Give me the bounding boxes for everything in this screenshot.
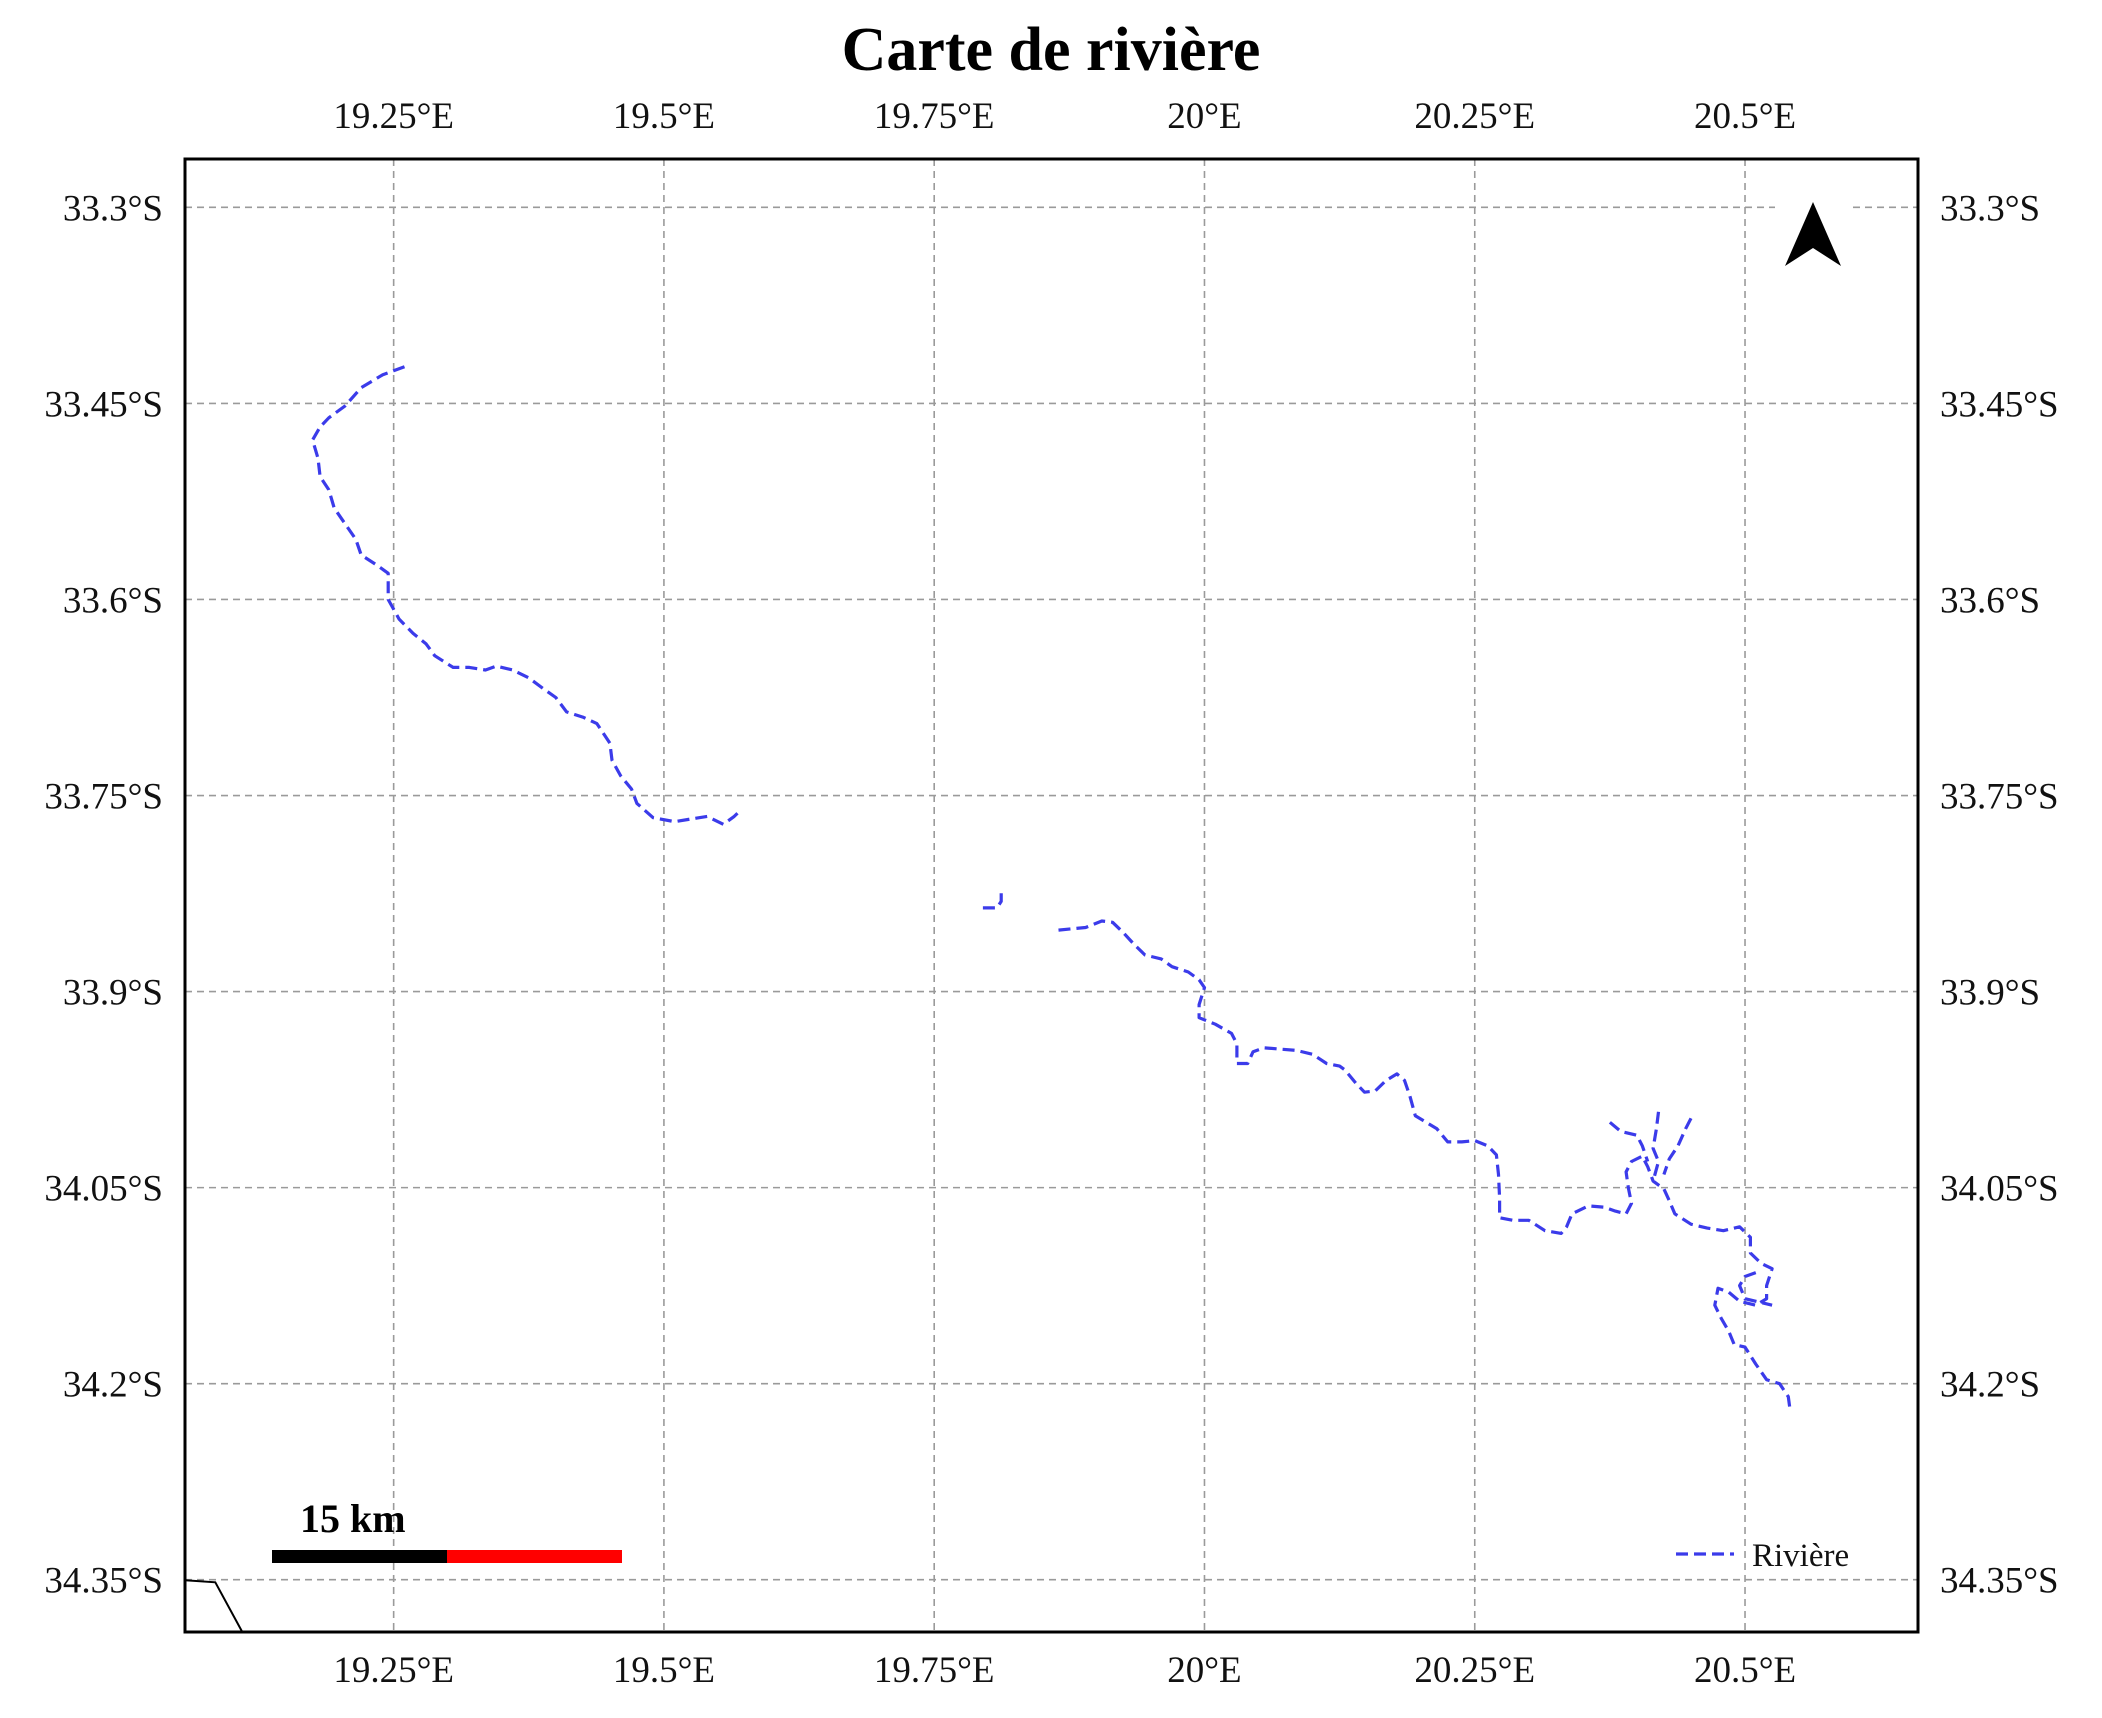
- river-tributary-b: [1651, 1111, 1661, 1182]
- x-tick-label-bottom: 19.5°E: [613, 1650, 715, 1691]
- river-lower-main: [1058, 919, 1792, 1413]
- y-tick-label-right: 34.05°S: [1940, 1169, 2059, 1210]
- x-tick-label-top: 19.25°E: [333, 96, 454, 137]
- y-tick-label-left: 33.75°S: [44, 777, 163, 818]
- river-loop-branch: [1737, 1271, 1773, 1307]
- river-short-fragment: [982, 892, 1003, 910]
- y-tick-label-right: 33.75°S: [1940, 777, 2059, 818]
- axis-tick-labels: 19.25°E 19.25°E 19.5°E 19.5°E 19.75°E 19.75°E…: [44, 96, 2058, 1691]
- y-tick-label-right: 33.9°S: [1940, 973, 2040, 1014]
- river-upper-segment: [311, 365, 741, 826]
- map-frame: [183, 157, 1920, 1634]
- coastline-layer: [185, 1579, 244, 1632]
- x-tick-label-bottom: 19.25°E: [333, 1650, 454, 1691]
- y-tick-label-left: 34.35°S: [44, 1561, 163, 1602]
- scale-bar-segment-black: [272, 1550, 447, 1563]
- y-tick-label-left: 34.05°S: [44, 1169, 163, 1210]
- river-layer: [311, 365, 1792, 1413]
- north-arrow-icon: [1775, 202, 1853, 284]
- y-tick-label-left: 33.45°S: [44, 384, 163, 425]
- x-tick-label-bottom: 20.5°E: [1694, 1650, 1796, 1691]
- river-tributary-a: [1608, 1121, 1650, 1163]
- x-tick-label-top: 19.75°E: [874, 96, 995, 137]
- y-tick-label-left: 34.2°S: [63, 1365, 163, 1406]
- y-tick-label-left: 33.9°S: [63, 973, 163, 1014]
- legend-river-label: Rivière: [1752, 1538, 1849, 1574]
- y-tick-label-left: 33.3°S: [63, 188, 163, 229]
- y-tick-label-right: 33.6°S: [1940, 580, 2040, 621]
- coastline: [185, 1579, 244, 1632]
- graticule-grid: [185, 159, 1918, 1632]
- x-tick-label-bottom: 20°E: [1167, 1650, 1241, 1691]
- scale-bar-label: 15 km: [300, 1496, 406, 1541]
- y-tick-label-right: 33.3°S: [1940, 188, 2040, 229]
- y-tick-label-right: 33.45°S: [1940, 384, 2059, 425]
- y-tick-label-left: 33.6°S: [63, 580, 163, 621]
- y-tick-label-right: 34.35°S: [1940, 1561, 2059, 1602]
- map-title: Carte de rivière: [842, 16, 1261, 84]
- scale-bar-segment-red: [447, 1550, 622, 1563]
- x-tick-label-bottom: 19.75°E: [874, 1650, 995, 1691]
- x-tick-label-top: 20.5°E: [1694, 96, 1796, 137]
- map-legend: Rivière: [1676, 1538, 1849, 1574]
- scale-bar: 15 km: [272, 1496, 622, 1563]
- x-tick-label-top: 20°E: [1167, 96, 1241, 137]
- x-tick-label-top: 19.5°E: [613, 96, 715, 137]
- y-tick-label-right: 34.2°S: [1940, 1365, 2040, 1406]
- x-tick-label-top: 20.25°E: [1414, 96, 1535, 137]
- x-tick-label-bottom: 20.25°E: [1414, 1650, 1535, 1691]
- river-tributary-c: [1662, 1117, 1693, 1176]
